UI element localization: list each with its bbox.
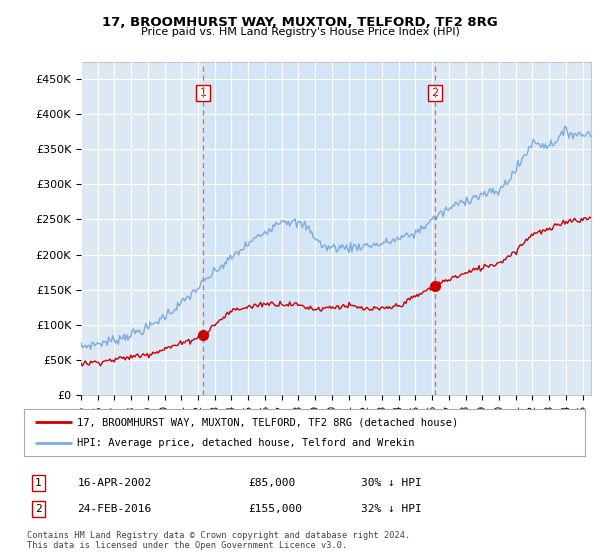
Text: 17, BROOMHURST WAY, MUXTON, TELFORD, TF2 8RG: 17, BROOMHURST WAY, MUXTON, TELFORD, TF2… — [102, 16, 498, 29]
Text: £155,000: £155,000 — [248, 504, 302, 514]
Text: Contains HM Land Registry data © Crown copyright and database right 2024.
This d: Contains HM Land Registry data © Crown c… — [27, 530, 410, 550]
Text: 16-APR-2002: 16-APR-2002 — [77, 478, 152, 488]
Text: 1: 1 — [199, 88, 206, 98]
Text: 17, BROOMHURST WAY, MUXTON, TELFORD, TF2 8RG (detached house): 17, BROOMHURST WAY, MUXTON, TELFORD, TF2… — [77, 417, 458, 427]
Text: £85,000: £85,000 — [248, 478, 296, 488]
Text: 30% ↓ HPI: 30% ↓ HPI — [361, 478, 421, 488]
Text: 2: 2 — [35, 504, 41, 514]
Text: HPI: Average price, detached house, Telford and Wrekin: HPI: Average price, detached house, Telf… — [77, 438, 415, 448]
Text: Price paid vs. HM Land Registry's House Price Index (HPI): Price paid vs. HM Land Registry's House … — [140, 27, 460, 37]
Text: 32% ↓ HPI: 32% ↓ HPI — [361, 504, 421, 514]
Bar — [203, 62, 434, 395]
Text: 2: 2 — [431, 88, 438, 98]
Text: 1: 1 — [35, 478, 41, 488]
Text: 24-FEB-2016: 24-FEB-2016 — [77, 504, 152, 514]
